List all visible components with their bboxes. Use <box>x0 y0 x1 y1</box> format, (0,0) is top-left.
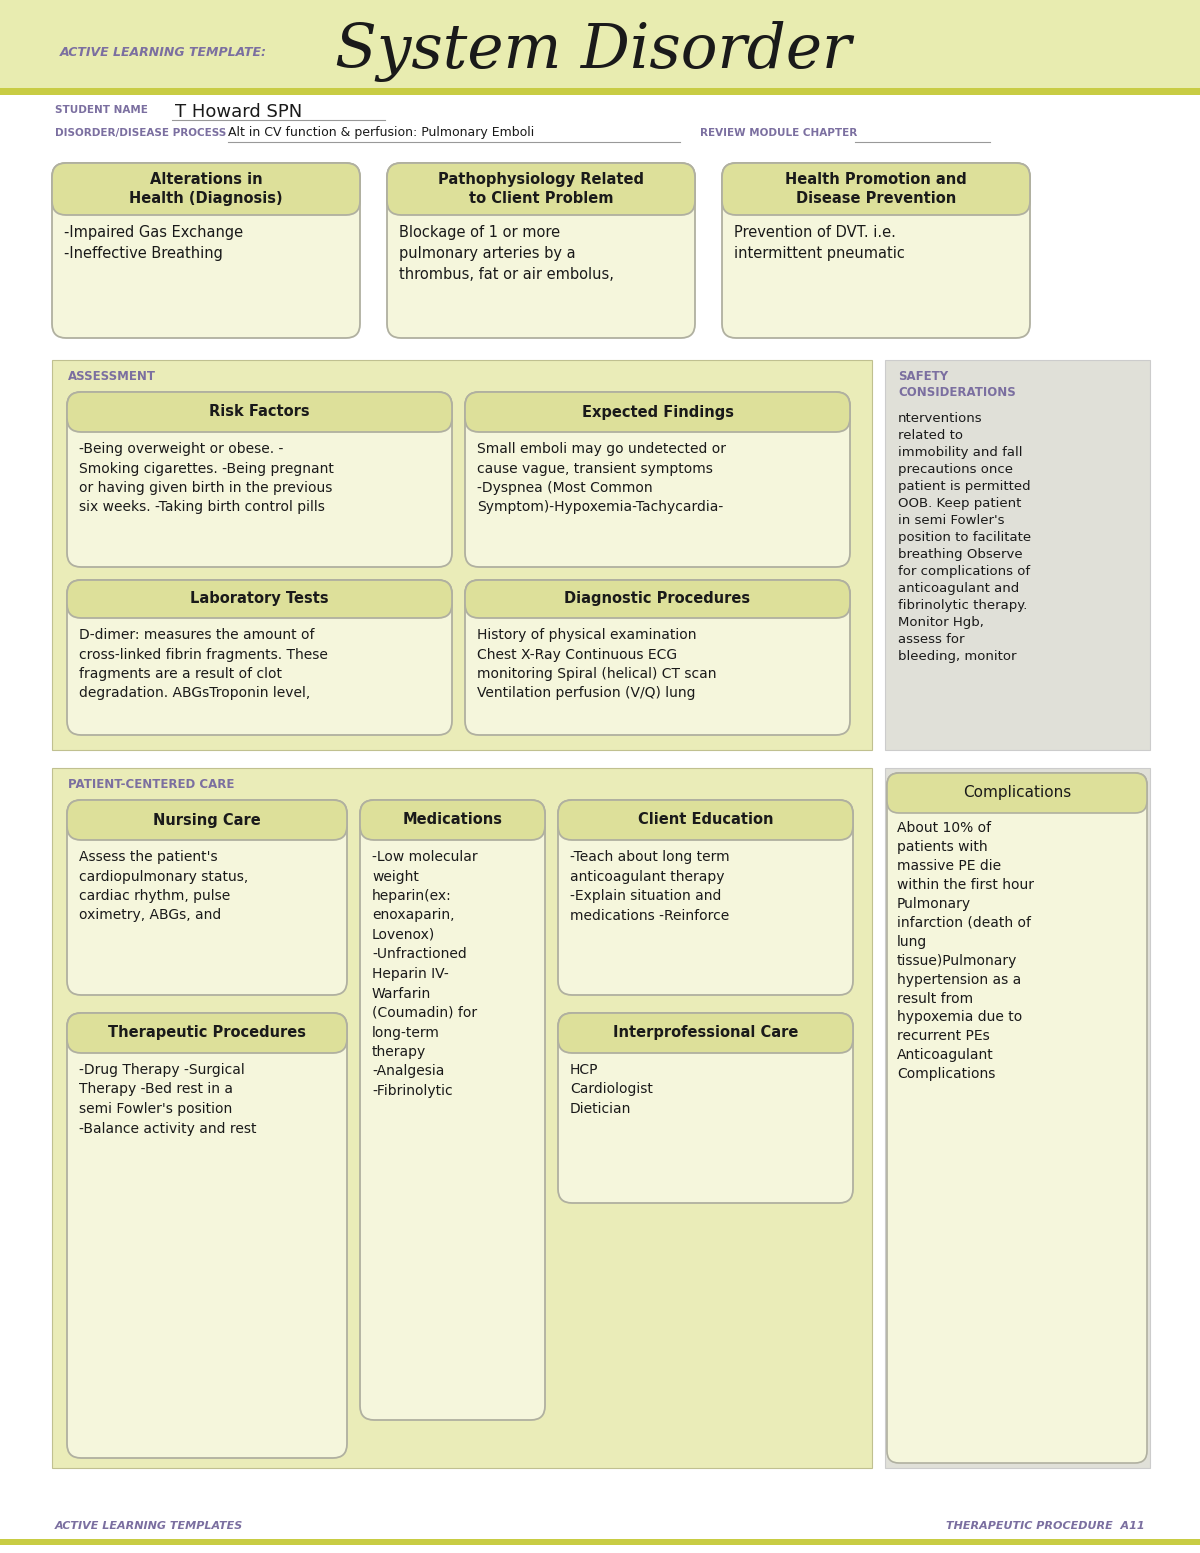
Bar <box>0 1539 1200 1545</box>
Text: History of physical examination
Chest X-Ray Continuous ECG
monitoring Spiral (he: History of physical examination Chest X-… <box>478 627 716 700</box>
Text: Risk Factors: Risk Factors <box>209 404 310 419</box>
Text: HCP
Cardiologist
Dietician: HCP Cardiologist Dietician <box>570 1062 653 1117</box>
Bar <box>52 360 872 750</box>
Text: DISORDER/DISEASE PROCESS: DISORDER/DISEASE PROCESS <box>55 127 227 138</box>
Text: ACTIVE LEARNING TEMPLATE:: ACTIVE LEARNING TEMPLATE: <box>60 45 266 59</box>
FancyBboxPatch shape <box>360 800 545 1419</box>
Text: THERAPEUTIC PROCEDURE  A11: THERAPEUTIC PROCEDURE A11 <box>947 1520 1145 1531</box>
Text: T Howard SPN: T Howard SPN <box>175 102 302 121</box>
FancyBboxPatch shape <box>67 1013 347 1458</box>
FancyBboxPatch shape <box>386 163 695 339</box>
FancyBboxPatch shape <box>67 800 347 995</box>
FancyBboxPatch shape <box>67 391 452 567</box>
Text: Diagnostic Procedures: Diagnostic Procedures <box>564 592 750 607</box>
FancyBboxPatch shape <box>466 391 850 432</box>
Text: ASSESSMENT: ASSESSMENT <box>68 370 156 384</box>
Bar <box>0 1508 1200 1553</box>
FancyBboxPatch shape <box>360 800 545 840</box>
Bar <box>52 769 872 1468</box>
FancyBboxPatch shape <box>558 800 853 995</box>
Text: System Disorder: System Disorder <box>335 22 851 82</box>
Text: -Drug Therapy -Surgical
Therapy -Bed rest in a
semi Fowler's position
-Balance a: -Drug Therapy -Surgical Therapy -Bed res… <box>79 1062 257 1135</box>
Text: Pathophysiology Related
to Client Problem: Pathophysiology Related to Client Proble… <box>438 172 644 207</box>
Text: REVIEW MODULE CHAPTER: REVIEW MODULE CHAPTER <box>700 127 857 138</box>
Text: Medications: Medications <box>402 812 503 828</box>
FancyBboxPatch shape <box>52 163 360 214</box>
FancyBboxPatch shape <box>887 773 1147 814</box>
FancyBboxPatch shape <box>67 391 452 432</box>
FancyBboxPatch shape <box>67 579 452 618</box>
FancyBboxPatch shape <box>722 163 1030 214</box>
Text: Interprofessional Care: Interprofessional Care <box>613 1025 798 1041</box>
Bar <box>0 89 1200 95</box>
Text: ACTIVE LEARNING TEMPLATES: ACTIVE LEARNING TEMPLATES <box>55 1520 244 1531</box>
FancyBboxPatch shape <box>466 579 850 735</box>
FancyBboxPatch shape <box>386 163 695 214</box>
Bar <box>0 0 1200 90</box>
Text: PATIENT-CENTERED CARE: PATIENT-CENTERED CARE <box>68 778 234 790</box>
Text: Prevention of DVT. i.e.
intermittent pneumatic: Prevention of DVT. i.e. intermittent pne… <box>734 225 905 261</box>
Text: STUDENT NAME: STUDENT NAME <box>55 106 148 115</box>
FancyBboxPatch shape <box>466 579 850 618</box>
FancyBboxPatch shape <box>67 579 452 735</box>
FancyBboxPatch shape <box>887 773 1147 1463</box>
FancyBboxPatch shape <box>67 800 347 840</box>
FancyBboxPatch shape <box>722 163 1030 339</box>
Text: Complications: Complications <box>962 786 1072 800</box>
FancyBboxPatch shape <box>558 800 853 840</box>
Text: Alterations in
Health (Diagnosis): Alterations in Health (Diagnosis) <box>130 172 283 207</box>
FancyBboxPatch shape <box>52 163 360 339</box>
Text: nterventions
related to
immobility and fall
precautions once
patient is permitte: nterventions related to immobility and f… <box>898 412 1031 663</box>
Text: Therapeutic Procedures: Therapeutic Procedures <box>108 1025 306 1041</box>
Text: SAFETY
CONSIDERATIONS: SAFETY CONSIDERATIONS <box>898 370 1015 399</box>
Text: Small emboli may go undetected or
cause vague, transient symptoms
-Dyspnea (Most: Small emboli may go undetected or cause … <box>478 443 726 514</box>
Text: D-dimer: measures the amount of
cross-linked fibrin fragments. These
fragments a: D-dimer: measures the amount of cross-li… <box>79 627 328 700</box>
FancyBboxPatch shape <box>558 1013 853 1053</box>
Bar <box>886 360 1150 750</box>
Text: Expected Findings: Expected Findings <box>582 404 733 419</box>
Text: Alt in CV function & perfusion: Pulmonary Emboli: Alt in CV function & perfusion: Pulmonar… <box>228 126 534 140</box>
Text: Nursing Care: Nursing Care <box>154 812 260 828</box>
Text: Assess the patient's
cardiopulmonary status,
cardiac rhythm, pulse
oximetry, ABG: Assess the patient's cardiopulmonary sta… <box>79 849 248 922</box>
Text: -Low molecular
weight
heparin(ex:
enoxaparin,
Lovenox)
-Unfractioned
Heparin IV-: -Low molecular weight heparin(ex: enoxap… <box>372 849 478 1098</box>
Text: About 10% of
patients with
massive PE die
within the first hour
Pulmonary
infarc: About 10% of patients with massive PE di… <box>898 822 1034 1081</box>
Text: Laboratory Tests: Laboratory Tests <box>190 592 329 607</box>
Text: -Being overweight or obese. -
Smoking cigarettes. -Being pregnant
or having give: -Being overweight or obese. - Smoking ci… <box>79 443 334 514</box>
Text: Health Promotion and
Disease Prevention: Health Promotion and Disease Prevention <box>785 172 967 207</box>
Text: -Impaired Gas Exchange
-Ineffective Breathing: -Impaired Gas Exchange -Ineffective Brea… <box>64 225 244 261</box>
FancyBboxPatch shape <box>466 391 850 567</box>
FancyBboxPatch shape <box>558 1013 853 1204</box>
Bar <box>886 769 1150 1468</box>
Text: Blockage of 1 or more
pulmonary arteries by a
thrombus, fat or air embolus,: Blockage of 1 or more pulmonary arteries… <box>398 225 614 283</box>
Text: Client Education: Client Education <box>637 812 773 828</box>
Text: -Teach about long term
anticoagulant therapy
-Explain situation and
medications : -Teach about long term anticoagulant the… <box>570 849 730 922</box>
FancyBboxPatch shape <box>67 1013 347 1053</box>
